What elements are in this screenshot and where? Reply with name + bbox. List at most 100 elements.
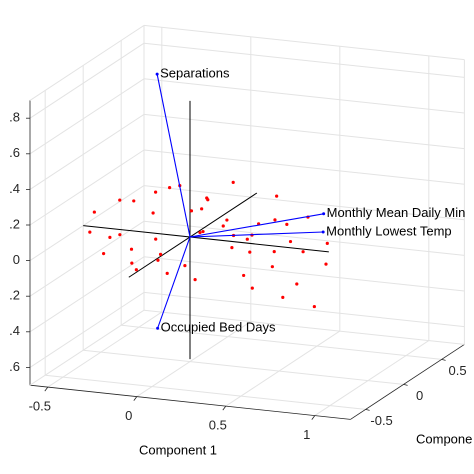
point [168, 186, 172, 190]
axis-line [128, 192, 258, 278]
x-tick [133, 396, 138, 401]
point [198, 230, 202, 235]
point [118, 198, 122, 202]
grid-line [314, 340, 430, 417]
vector-tip [156, 326, 160, 330]
point [102, 252, 106, 256]
vector [157, 236, 191, 329]
z-tick-label: .2 [9, 216, 20, 231]
point [193, 278, 197, 282]
y-tick [441, 359, 446, 361]
grid-line [121, 324, 442, 360]
box-edge [29, 24, 145, 101]
grid-line [136, 321, 252, 398]
z-tick-label: .6 [9, 145, 20, 160]
grid-line [29, 149, 145, 226]
grid-line [29, 78, 145, 155]
y-tick-label: -0.5 [370, 413, 392, 428]
point [201, 229, 205, 234]
y-tick-label: 0.5 [449, 363, 467, 378]
point [151, 211, 155, 215]
grid-line [29, 220, 145, 297]
vector-label: Occupied Bed Days [161, 320, 276, 335]
grid-line [29, 256, 145, 333]
point [324, 262, 328, 266]
point [221, 224, 225, 228]
grid-line [143, 149, 465, 185]
y-tick-label: 0 [416, 388, 423, 403]
vector-label: Separations [160, 66, 230, 81]
grid-line [29, 42, 145, 119]
y-axis-label: Compone [416, 431, 472, 446]
point [273, 218, 277, 222]
z-tick-label: .2 [9, 288, 20, 303]
point [288, 239, 293, 244]
grid-line [83, 349, 404, 385]
axis-line [83, 225, 329, 253]
box-edge [143, 24, 465, 61]
vector-label: Monthly Lowest Temp [326, 223, 452, 238]
point [301, 250, 305, 254]
x-tick [311, 415, 316, 420]
point [281, 295, 285, 299]
point [156, 258, 160, 262]
point [108, 235, 112, 239]
vector-label: Monthly Mean Daily Min [327, 205, 466, 220]
x-tick [44, 386, 49, 392]
point [206, 198, 210, 202]
point [248, 250, 252, 254]
vector-tip [321, 230, 325, 234]
point [230, 246, 234, 250]
point [183, 263, 187, 268]
point [275, 194, 279, 198]
point [158, 252, 163, 256]
vector [189, 213, 324, 238]
grid-line [45, 374, 366, 410]
x-tick-label: -0.5 [29, 399, 51, 414]
x-tick-label: 0 [125, 408, 132, 423]
z-tick-label: .4 [9, 323, 20, 338]
point [92, 210, 96, 214]
point [272, 250, 276, 254]
point [154, 237, 158, 241]
point [225, 218, 229, 222]
z-tick-label: .4 [9, 181, 20, 196]
point [312, 304, 316, 309]
grid-line [47, 311, 163, 388]
point [189, 209, 194, 213]
grid-line [143, 256, 465, 292]
point [88, 230, 92, 234]
point [242, 273, 246, 278]
box-edge [143, 309, 465, 345]
point [325, 241, 329, 246]
grid-line [29, 113, 145, 190]
x-tick-label: 0.5 [209, 418, 227, 433]
vector [189, 231, 324, 238]
point [231, 180, 235, 184]
grid-line [143, 113, 465, 150]
point [200, 207, 204, 211]
z-tick-label: 0 [13, 252, 20, 267]
z-tick-label: .8 [9, 110, 20, 125]
point [165, 271, 169, 275]
point [270, 265, 274, 269]
grid-line [143, 42, 465, 78]
x-axis-label: Component 1 [139, 442, 217, 457]
y-tick [365, 409, 370, 411]
grid-line [143, 185, 465, 221]
z-tick-label: .6 [9, 359, 20, 374]
x-tick-label: 1 [303, 427, 310, 442]
point [285, 222, 289, 226]
point [132, 199, 136, 203]
point [295, 282, 299, 286]
box-edge [29, 309, 145, 386]
box-edge [29, 384, 351, 420]
point [130, 261, 134, 265]
grid-line [143, 220, 465, 256]
grid-line [29, 291, 145, 368]
grid-line [143, 78, 465, 114]
vector-tip [322, 212, 326, 216]
point [245, 237, 249, 241]
